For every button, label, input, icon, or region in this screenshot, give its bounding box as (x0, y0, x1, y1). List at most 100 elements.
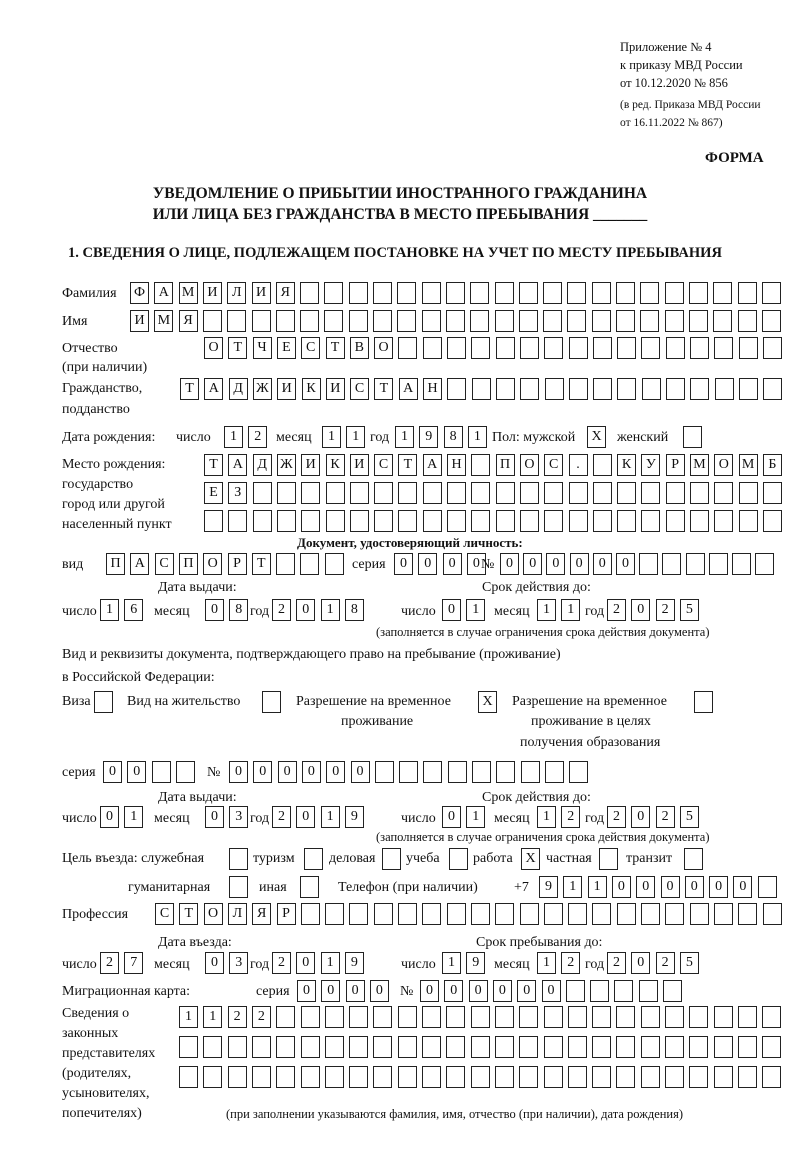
char-box[interactable]: 1 (466, 599, 486, 621)
char-box[interactable] (665, 1066, 684, 1088)
char-box[interactable] (567, 1066, 587, 1088)
char-box[interactable] (276, 1036, 296, 1058)
char-box[interactable]: А (398, 378, 418, 400)
char-box[interactable]: Л (227, 282, 247, 304)
char-box[interactable] (592, 510, 612, 532)
char-box[interactable] (422, 1006, 441, 1028)
char-box[interactable]: 8 (344, 599, 364, 621)
char-box[interactable]: 0 (592, 553, 612, 575)
char-box[interactable] (470, 282, 490, 304)
purpose-work-checkbox[interactable]: X (521, 848, 545, 871)
char-box[interactable] (761, 282, 781, 304)
char-box[interactable]: Т (325, 337, 345, 359)
char-box[interactable] (422, 903, 442, 925)
char-box[interactable]: 9 (344, 952, 364, 974)
char-box[interactable] (567, 1006, 587, 1028)
char-box[interactable]: 2 (655, 952, 675, 974)
char-box[interactable]: Д (228, 378, 248, 400)
char-box[interactable] (519, 903, 539, 925)
char-box[interactable]: 0 (523, 553, 543, 575)
char-box[interactable]: 0 (631, 952, 651, 974)
char-box[interactable]: И (251, 282, 271, 304)
char-box[interactable]: 1 (346, 426, 366, 448)
char-box[interactable] (543, 310, 563, 332)
char-box[interactable] (640, 1006, 660, 1028)
char-box[interactable]: 0 (253, 761, 273, 783)
char-box[interactable] (251, 1036, 271, 1058)
char-box[interactable]: 1 (395, 426, 414, 448)
checkbox[interactable] (684, 848, 703, 870)
char-box[interactable]: 0 (660, 876, 680, 898)
char-box[interactable] (252, 482, 272, 504)
purpose-transit-checkbox[interactable] (684, 848, 708, 871)
char-box[interactable] (251, 310, 271, 332)
char-box[interactable] (398, 903, 417, 925)
char-box[interactable] (519, 1066, 539, 1088)
char-box[interactable]: 1 (322, 426, 341, 448)
char-box[interactable] (447, 482, 466, 504)
char-box[interactable]: А (204, 378, 224, 400)
char-box[interactable]: Т (179, 903, 199, 925)
checkbox[interactable] (449, 848, 468, 870)
char-box[interactable] (664, 282, 684, 304)
char-box[interactable] (300, 553, 320, 575)
char-box[interactable] (762, 337, 782, 359)
char-box[interactable]: С (154, 553, 174, 575)
char-box[interactable]: 2 (227, 1006, 247, 1028)
char-box[interactable]: М (178, 282, 198, 304)
char-box[interactable] (737, 1006, 757, 1028)
char-box[interactable] (374, 510, 394, 532)
char-box[interactable] (544, 510, 564, 532)
char-box[interactable] (324, 553, 344, 575)
char-box[interactable] (374, 761, 394, 783)
char-box[interactable] (665, 510, 685, 532)
char-box[interactable] (471, 482, 491, 504)
char-box[interactable] (397, 1006, 417, 1028)
char-box[interactable]: С (350, 378, 370, 400)
char-box[interactable] (690, 337, 709, 359)
char-box[interactable] (300, 1036, 320, 1058)
char-box[interactable] (713, 1006, 733, 1028)
char-box[interactable] (300, 1006, 320, 1028)
char-box[interactable]: 0 (636, 876, 656, 898)
char-box[interactable] (300, 310, 320, 332)
sex-female-checkbox[interactable] (683, 426, 707, 449)
char-box[interactable] (685, 553, 705, 575)
char-box[interactable] (471, 454, 491, 476)
char-box[interactable] (399, 761, 419, 783)
char-box[interactable]: 0 (709, 876, 729, 898)
char-box[interactable] (640, 310, 660, 332)
checkbox[interactable] (229, 876, 248, 898)
char-box[interactable] (447, 337, 466, 359)
char-box[interactable] (324, 310, 344, 332)
char-box[interactable] (446, 1066, 466, 1088)
char-box[interactable] (301, 510, 321, 532)
char-box[interactable] (494, 310, 514, 332)
char-box[interactable] (251, 1066, 271, 1088)
char-box[interactable] (495, 903, 515, 925)
char-box[interactable] (518, 310, 538, 332)
char-box[interactable]: 7 (124, 952, 144, 974)
char-box[interactable]: А (228, 454, 248, 476)
char-box[interactable]: 1 (224, 426, 243, 448)
char-box[interactable] (373, 1006, 393, 1028)
checkbox[interactable] (599, 848, 618, 870)
char-box[interactable]: 1 (203, 1006, 223, 1028)
char-box[interactable]: О (519, 454, 539, 476)
char-box[interactable] (592, 1006, 612, 1028)
char-box[interactable]: 0 (369, 980, 389, 1002)
char-box[interactable]: Н (423, 378, 442, 400)
char-box[interactable] (567, 282, 587, 304)
char-box[interactable]: 8 (229, 599, 249, 621)
char-box[interactable] (397, 310, 417, 332)
char-box[interactable]: 0 (468, 980, 488, 1002)
char-box[interactable] (662, 553, 682, 575)
char-box[interactable] (446, 903, 466, 925)
char-box[interactable] (151, 761, 171, 783)
